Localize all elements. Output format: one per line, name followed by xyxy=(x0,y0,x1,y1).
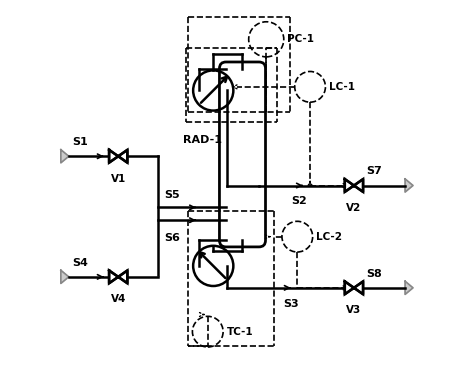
Text: S1: S1 xyxy=(73,137,88,147)
Polygon shape xyxy=(109,270,128,283)
Text: S4: S4 xyxy=(73,258,89,268)
Polygon shape xyxy=(109,150,128,162)
Text: V2: V2 xyxy=(346,203,362,213)
Polygon shape xyxy=(405,179,413,192)
Polygon shape xyxy=(405,281,413,295)
Text: RAD-1: RAD-1 xyxy=(183,135,222,145)
Text: S8: S8 xyxy=(367,269,383,279)
Polygon shape xyxy=(345,282,363,294)
FancyBboxPatch shape xyxy=(219,62,265,247)
Text: S3: S3 xyxy=(283,299,299,309)
Text: LC-1: LC-1 xyxy=(329,82,355,92)
Text: TC-1: TC-1 xyxy=(227,327,254,336)
Text: S5: S5 xyxy=(164,190,180,200)
Polygon shape xyxy=(61,270,69,283)
Polygon shape xyxy=(61,150,69,163)
Polygon shape xyxy=(345,179,363,192)
Text: S2: S2 xyxy=(291,197,307,207)
Text: V1: V1 xyxy=(110,174,126,184)
Text: LC-2: LC-2 xyxy=(316,232,342,242)
Text: S6: S6 xyxy=(164,233,180,243)
Text: V4: V4 xyxy=(110,295,126,304)
Text: V3: V3 xyxy=(346,305,362,315)
Text: PC-1: PC-1 xyxy=(287,35,314,44)
Text: S7: S7 xyxy=(367,166,383,176)
